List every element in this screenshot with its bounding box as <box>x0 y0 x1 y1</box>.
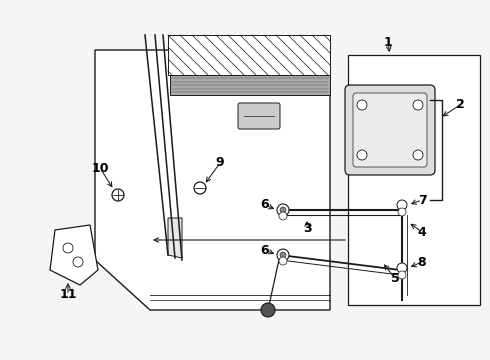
Text: 1: 1 <box>384 36 392 49</box>
Circle shape <box>280 207 286 213</box>
Text: 5: 5 <box>391 271 399 284</box>
Circle shape <box>398 271 406 279</box>
Text: 8: 8 <box>417 256 426 269</box>
Circle shape <box>398 208 406 216</box>
Circle shape <box>280 252 286 258</box>
Text: 11: 11 <box>59 288 77 302</box>
Bar <box>168 35 330 75</box>
Circle shape <box>357 100 367 110</box>
Text: 6: 6 <box>261 198 270 211</box>
Text: 9: 9 <box>216 157 224 170</box>
Circle shape <box>194 182 206 194</box>
Bar <box>348 55 480 305</box>
Circle shape <box>279 257 287 265</box>
Circle shape <box>357 150 367 160</box>
Circle shape <box>73 257 83 267</box>
Circle shape <box>277 249 289 261</box>
FancyBboxPatch shape <box>238 103 280 129</box>
Text: 2: 2 <box>456 99 465 112</box>
Circle shape <box>413 150 423 160</box>
Circle shape <box>261 303 275 317</box>
Polygon shape <box>168 218 182 258</box>
Circle shape <box>397 200 407 210</box>
Text: 6: 6 <box>261 243 270 256</box>
Circle shape <box>413 100 423 110</box>
Circle shape <box>277 204 289 216</box>
FancyBboxPatch shape <box>353 93 427 167</box>
Text: 4: 4 <box>417 225 426 238</box>
Circle shape <box>63 243 73 253</box>
Circle shape <box>112 189 124 201</box>
Text: 3: 3 <box>303 221 311 234</box>
Bar <box>170 75 330 95</box>
Polygon shape <box>50 225 98 285</box>
Polygon shape <box>95 50 330 310</box>
Text: 10: 10 <box>91 162 109 175</box>
FancyBboxPatch shape <box>345 85 435 175</box>
Text: 7: 7 <box>417 194 426 207</box>
Circle shape <box>279 212 287 220</box>
Circle shape <box>397 263 407 273</box>
